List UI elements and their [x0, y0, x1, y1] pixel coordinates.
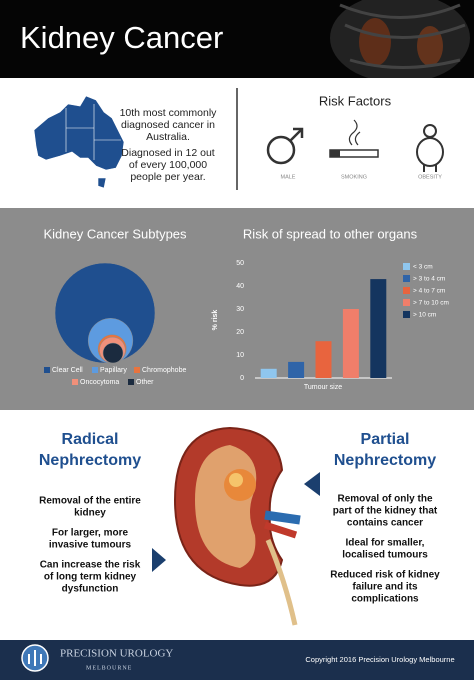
- legend-label: Clear Cell: [52, 367, 83, 374]
- legend-swatch: [128, 379, 134, 385]
- procedure-title: Nephrectomy: [39, 452, 141, 469]
- procedure-point: invasive tumours: [49, 540, 132, 551]
- bar: [342, 309, 359, 378]
- arrow-partial: [304, 472, 320, 496]
- legend-swatch: [403, 275, 410, 282]
- bar: [315, 341, 332, 378]
- stat-text: Diagnosed in 12 out: [121, 147, 214, 159]
- copyright: Copyright 2016 Precision Urology Melbour…: [305, 655, 454, 664]
- legend-swatch: [72, 379, 78, 385]
- brand-city: MELBOURNE: [86, 665, 132, 671]
- legend-label: > 3 to 4 cm: [413, 276, 445, 283]
- y-tick-label: 10: [236, 352, 244, 359]
- section-title: Risk Factors: [319, 93, 392, 108]
- procedure-point: Reduced risk of kidney: [330, 570, 440, 581]
- procedure-point: localised tumours: [342, 550, 428, 561]
- legend-swatch: [403, 263, 410, 270]
- footer-logo: [21, 644, 49, 672]
- risk-label: SMOKING: [341, 174, 367, 180]
- legend-swatch: [92, 367, 98, 373]
- state-borders: [65, 104, 121, 160]
- obesity-icon: [416, 124, 444, 172]
- legend-swatch: [403, 287, 410, 294]
- legend-swatch: [403, 299, 410, 306]
- legend-label: > 7 to 10 cm: [413, 300, 449, 307]
- legend-label: < 3 cm: [413, 264, 433, 271]
- bubble: [102, 342, 124, 364]
- y-tick-label: 50: [236, 260, 244, 267]
- male-icon: [266, 127, 304, 165]
- header-anatomy: [330, 0, 470, 83]
- procedure-point: contains cancer: [347, 518, 423, 529]
- y-tick-label: 40: [236, 283, 244, 290]
- legend-label: > 10 cm: [413, 312, 436, 319]
- legend-label: Papillary: [100, 367, 127, 374]
- legend-label: Other: [136, 379, 154, 386]
- procedure-point: Removal of only the: [337, 494, 432, 505]
- stat-text: 10th most commonly: [120, 107, 218, 119]
- legend-label: > 4 to 7 cm: [413, 288, 445, 295]
- stat-text: people per year.: [130, 171, 205, 183]
- stat-text: Australia.: [146, 131, 190, 143]
- bar: [288, 361, 305, 378]
- y-tick-label: 30: [236, 306, 244, 313]
- y-tick-label: 20: [236, 329, 244, 336]
- procedure-point: Removal of the entire: [39, 496, 141, 507]
- stat-text: of every 100,000: [129, 159, 207, 171]
- legend-swatch: [44, 367, 50, 373]
- australia-map: [33, 95, 125, 189]
- brand: PRECISION UROLOGY: [60, 648, 173, 660]
- page-title: Kidney Cancer: [20, 20, 223, 55]
- bar: [370, 279, 387, 378]
- procedure-point: dysfunction: [62, 584, 119, 595]
- smoking-icon: [329, 119, 379, 158]
- kidney-illustration: [173, 426, 301, 626]
- legend-label: Chromophobe: [142, 367, 186, 374]
- y-axis-label: % risk: [212, 310, 219, 331]
- footer-bg: [0, 640, 474, 680]
- procedure-point: of long term kidney: [44, 572, 137, 583]
- procedure-point: failure and its: [352, 582, 417, 593]
- risk-label: OBESITY: [418, 174, 442, 180]
- legend-swatch: [403, 311, 410, 318]
- procedure-title: Radical: [62, 431, 119, 448]
- procedure-point: complications: [351, 594, 419, 605]
- risk-label: MALE: [281, 174, 296, 180]
- chart-title: Kidney Cancer Subtypes: [43, 226, 187, 241]
- x-axis-label: Tumour size: [304, 384, 342, 391]
- procedure-point: Can increase the risk: [40, 560, 141, 571]
- y-tick-label: 0: [240, 375, 244, 382]
- procedure-point: For larger, more: [52, 528, 129, 539]
- procedure-title: Partial: [361, 431, 410, 448]
- procedure-point: part of the kidney that: [333, 506, 438, 517]
- stat-text: diagnosed cancer in: [121, 119, 215, 131]
- procedure-point: kidney: [74, 508, 106, 519]
- procedure-point: Ideal for smaller,: [346, 538, 425, 549]
- bar: [260, 368, 277, 378]
- arrow-radical: [152, 548, 166, 572]
- procedure-title: Nephrectomy: [334, 452, 436, 469]
- legend-label: Oncocytoma: [80, 379, 119, 386]
- legend-swatch: [134, 367, 140, 373]
- chart-title: Risk of spread to other organs: [243, 226, 418, 241]
